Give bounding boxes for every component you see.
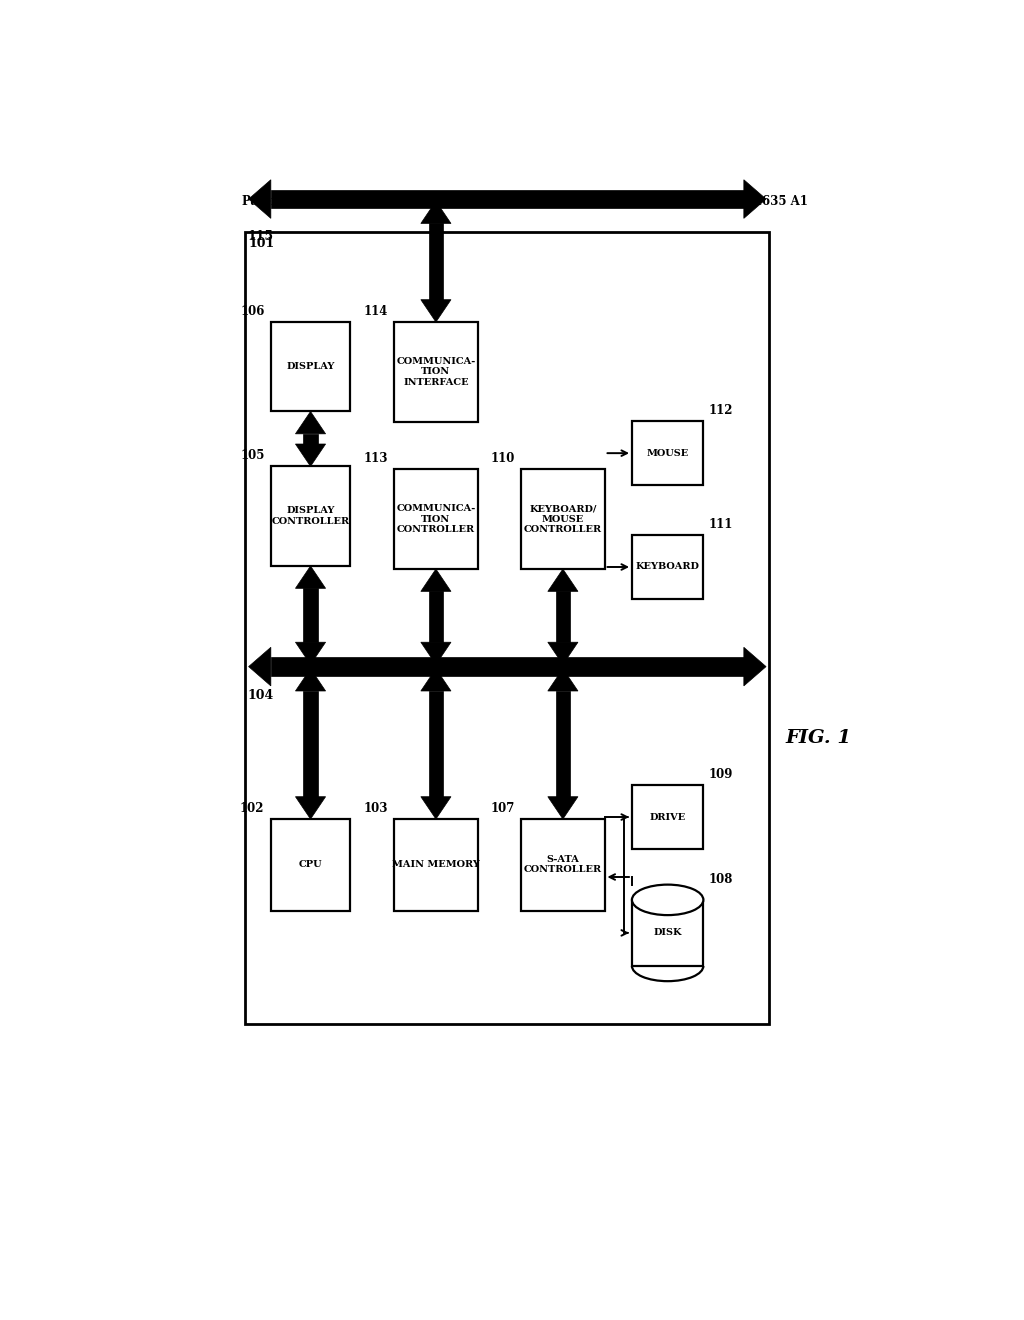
Text: DISPLAY: DISPLAY [287,362,335,371]
Text: COMMUNICA-
TION
INTERFACE: COMMUNICA- TION INTERFACE [396,356,475,387]
Polygon shape [303,690,317,797]
Bar [394,322,477,421]
Text: 105: 105 [240,449,264,462]
Polygon shape [421,643,451,664]
Text: 104: 104 [248,689,274,702]
Text: MOUSE: MOUSE [646,449,689,458]
Polygon shape [303,434,317,444]
Polygon shape [421,669,451,690]
Text: 103: 103 [364,803,388,814]
Polygon shape [249,647,270,686]
Bar [270,657,743,676]
Text: 107: 107 [490,803,515,814]
Polygon shape [548,797,578,818]
Polygon shape [296,444,326,466]
Bar [521,470,604,569]
Polygon shape [548,669,578,690]
Polygon shape [429,223,443,300]
Polygon shape [429,690,443,797]
Polygon shape [556,690,570,797]
Bar [246,231,769,1024]
Bar [394,470,477,569]
Text: 112: 112 [709,404,732,417]
Text: DRIVE: DRIVE [649,813,686,821]
Text: CPU: CPU [299,861,323,870]
Polygon shape [421,300,451,322]
Text: 109: 109 [709,768,732,781]
Text: 101: 101 [249,236,274,249]
Polygon shape [249,180,270,218]
Polygon shape [556,591,570,643]
Bar [632,535,703,599]
Text: 115: 115 [248,230,274,243]
Bar [632,421,703,486]
Bar [270,466,350,566]
Polygon shape [429,591,443,643]
Polygon shape [296,643,326,664]
Polygon shape [548,569,578,591]
Text: 113: 113 [364,453,388,466]
Text: 106: 106 [240,305,264,318]
Bar [270,818,350,911]
Text: 114: 114 [364,305,388,318]
Text: COMMUNICA-
TION
CONTROLLER: COMMUNICA- TION CONTROLLER [396,504,475,535]
Polygon shape [421,569,451,591]
Polygon shape [743,180,766,218]
Polygon shape [296,566,326,589]
Text: DISK: DISK [653,928,682,937]
Text: FIG. 1: FIG. 1 [785,729,851,747]
Text: DISPLAY
CONTROLLER: DISPLAY CONTROLLER [271,507,349,525]
Text: KEYBOARD/
MOUSE
CONTROLLER: KEYBOARD/ MOUSE CONTROLLER [524,504,602,535]
Polygon shape [296,412,326,434]
Polygon shape [421,201,451,223]
Polygon shape [296,669,326,690]
Bar [270,322,350,412]
Bar [521,818,604,911]
Text: S-ATA
CONTROLLER: S-ATA CONTROLLER [524,855,602,874]
Polygon shape [743,647,766,686]
Polygon shape [303,589,317,643]
Bar [632,900,703,966]
Text: 110: 110 [490,453,515,466]
Polygon shape [548,643,578,664]
Text: 108: 108 [709,873,732,886]
Text: 102: 102 [240,803,264,814]
Bar [632,785,703,849]
Bar [270,190,743,209]
Text: 111: 111 [709,517,732,531]
Polygon shape [421,797,451,818]
Text: MAIN MEMORY: MAIN MEMORY [392,861,480,870]
Text: KEYBOARD: KEYBOARD [636,562,699,572]
Bar [394,818,477,911]
Polygon shape [296,797,326,818]
Ellipse shape [632,884,703,915]
Text: Patent Application Publication    Jun. 2, 2016   Sheet 1 of 31       US 2016/015: Patent Application Publication Jun. 2, 2… [242,194,808,207]
